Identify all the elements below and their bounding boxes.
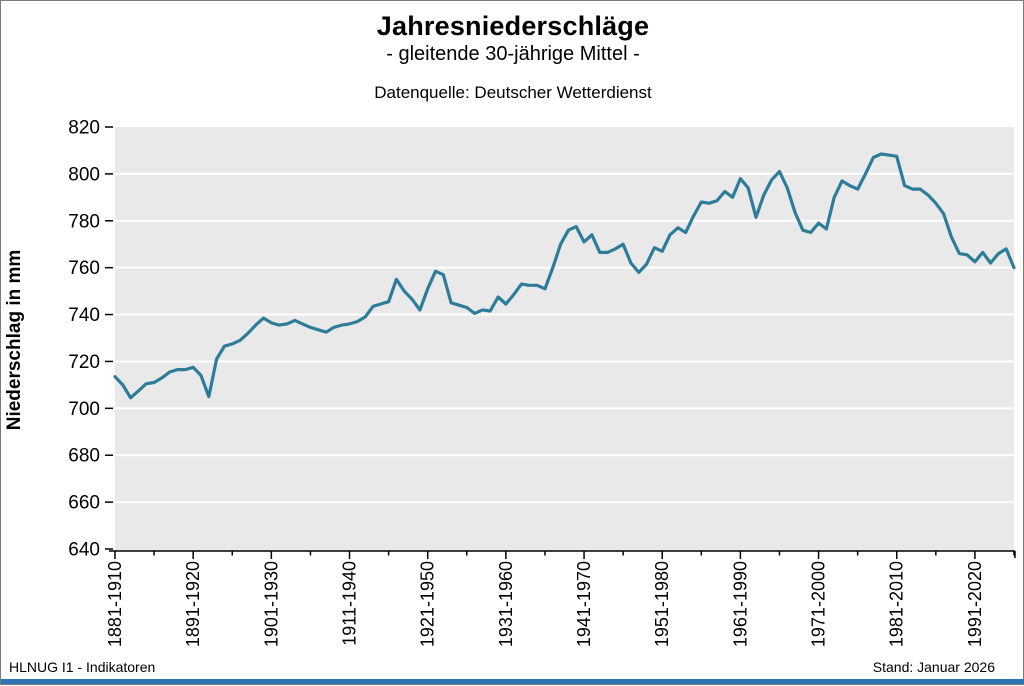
x-tick-labels: 1881-1910 1891-1920 1901-1930 1911-1940 1921…	[105, 561, 985, 647]
svg-text:1891-1920: 1891-1920	[183, 561, 203, 647]
chart-subtitle: - gleitende 30-jährige Mittel -	[386, 43, 640, 65]
data-source-note: Datenquelle: Deutscher Wetterdienst	[374, 83, 652, 102]
svg-text:700: 700	[68, 399, 100, 420]
svg-text:1981-2010: 1981-2010	[887, 561, 907, 647]
footer-accent-bar	[1, 679, 1024, 684]
svg-text:1911-1940: 1911-1940	[340, 561, 360, 646]
gridlines	[115, 172, 1014, 504]
svg-text:1971-2000: 1971-2000	[809, 561, 829, 647]
x-axis-ticks	[114, 551, 1015, 559]
svg-text:1931-1960: 1931-1960	[496, 561, 516, 647]
series-line-moving-average	[113, 152, 1016, 400]
y-axis-ticks	[105, 126, 113, 550]
svg-text:1921-1950: 1921-1950	[418, 561, 438, 647]
svg-text:1881-1910: 1881-1910	[105, 561, 125, 647]
svg-text:1991-2020: 1991-2020	[965, 561, 985, 647]
svg-text:1941-1970: 1941-1970	[574, 561, 594, 647]
svg-text:660: 660	[68, 493, 100, 514]
svg-text:1901-1930: 1901-1930	[261, 561, 281, 647]
svg-text:820: 820	[68, 118, 100, 139]
svg-text:780: 780	[68, 211, 100, 232]
footer-status-date: Stand: Januar 2026	[872, 659, 995, 675]
page-title: Jahresniederschläge	[376, 11, 650, 41]
svg-text:680: 680	[68, 446, 100, 467]
footer-indicator-label: HLNUG I1 - Indikatoren	[9, 659, 156, 675]
svg-text:1951-1980: 1951-1980	[652, 561, 672, 647]
svg-text:740: 740	[68, 305, 100, 326]
svg-text:1961-1990: 1961-1990	[730, 561, 750, 647]
svg-text:800: 800	[68, 164, 100, 185]
svg-text:640: 640	[68, 540, 100, 561]
svg-text:720: 720	[68, 352, 100, 373]
plot-area	[115, 127, 1014, 551]
y-tick-labels: 640 660 680 700 720 740 760 780 800 820	[68, 118, 100, 561]
svg-text:760: 760	[68, 258, 100, 279]
